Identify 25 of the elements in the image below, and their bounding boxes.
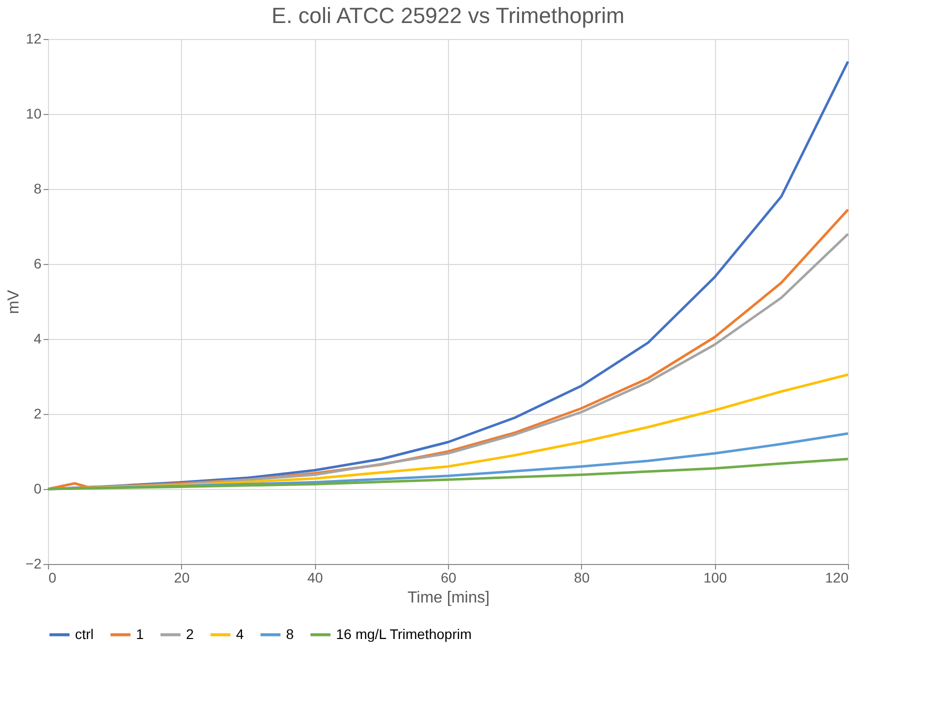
y-axis-title: mV: [6, 290, 23, 314]
x-tick-label: 20: [174, 570, 190, 586]
x-tick-label: 80: [574, 570, 590, 586]
x-tick-label: 0: [48, 570, 56, 586]
x-tick-label: 100: [703, 570, 728, 586]
legend-label: 2: [186, 626, 194, 642]
y-tick-label: 12: [26, 30, 42, 46]
x-axis-title: Time [mins]: [407, 590, 490, 606]
y-tick-label: 4: [34, 330, 42, 346]
legend-label: ctrl: [75, 626, 94, 642]
y-tick-label: 10: [26, 106, 42, 122]
y-tick-label: 2: [34, 406, 42, 422]
legend-label: 4: [236, 626, 244, 642]
y-tick-label: 8: [34, 180, 42, 196]
x-tick-label: 120: [825, 570, 849, 586]
y-tick-label: 6: [34, 256, 42, 272]
line-series: [46, 458, 850, 490]
y-tick-label: 0: [34, 480, 42, 496]
legend-label: 16 mg/L Trimethoprim: [336, 626, 472, 642]
chart-title: E. coli ATCC 25922 vs Trimethoprim: [272, 3, 624, 28]
legend-label: 8: [286, 626, 294, 642]
x-tick-label: 40: [307, 570, 324, 586]
y-tick-label: −2: [26, 556, 42, 572]
x-tick-label: 60: [440, 570, 456, 586]
legend-label: 1: [136, 626, 144, 642]
